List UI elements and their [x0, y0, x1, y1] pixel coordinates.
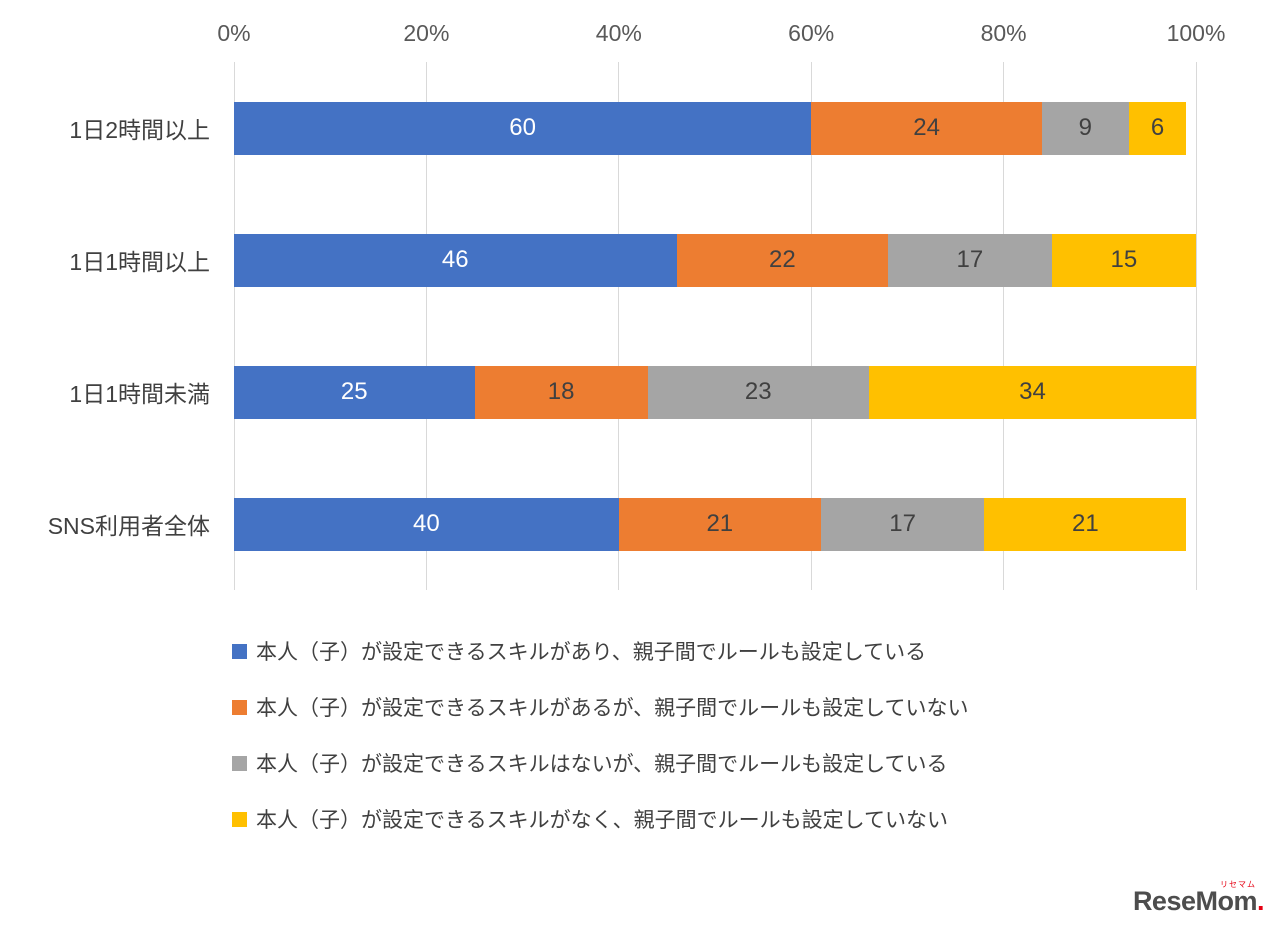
bar-value-label: 6 [1150, 114, 1165, 141]
x-tick-label: 60% [788, 20, 835, 46]
legend-swatch [232, 643, 247, 659]
logo-ruby-text: リセマム [1220, 880, 1256, 889]
category-label: 1日2時間以上 [69, 117, 210, 143]
bar-value-label: 23 [744, 378, 772, 405]
stacked-bar: 46 22 17 15 [234, 233, 1196, 287]
legend-label: 本人（子）が設定できるスキルがあるが、親子間でルールも設定していない [256, 697, 969, 720]
legend-item: 本人（子）が設定できるスキルはないが、親子間でルールも設定している [232, 748, 969, 778]
gridline [425, 62, 427, 590]
category-label: SNS利用者全体 [47, 513, 210, 539]
legend-swatch [232, 811, 247, 827]
bar-segment: 9 [1042, 101, 1129, 155]
legend-swatch [232, 755, 247, 771]
bar-value-label: 24 [913, 114, 940, 141]
bar-segment: 40 [234, 497, 619, 551]
legend-item: 本人（子）が設定できるスキルがなく、親子間でルールも設定していない [232, 804, 969, 834]
bar-value-label: 15 [1110, 246, 1138, 273]
bar-value-label: 46 [441, 246, 469, 273]
gridline [1003, 62, 1005, 590]
bar-value-label: 60 [509, 114, 536, 141]
bar-segment: 24 [811, 101, 1043, 155]
bar-segment: 25 [234, 365, 475, 419]
bar-value-label: 40 [413, 510, 440, 537]
bar-segment: 15 [1051, 233, 1196, 287]
logo-wordmark: ReseMom. [1132, 886, 1265, 916]
bar-value-label: 17 [889, 510, 916, 537]
bar-row: 40 21 17 21 [234, 458, 1196, 590]
gridlines [233, 62, 1197, 590]
gridline [618, 62, 620, 590]
legend-label: 本人（子）が設定できるスキルがなく、親子間でルールも設定していない [256, 809, 948, 832]
category-labels: 1日2時間以上 1日1時間以上 1日1時間未満 SNS利用者全体 [0, 62, 210, 590]
bar-rows: 60 24 9 6 46 22 17 15 25 18 23 34 40 21 17 21 [234, 62, 1196, 590]
bar-value-label: 21 [1072, 510, 1099, 537]
legend-swatch [232, 699, 247, 715]
x-tick-label: 40% [595, 20, 642, 46]
x-axis: 0% 20% 40% 60% 80% 100% [217, 20, 1225, 52]
resemom-logo: リセマム ReseMom. [1132, 879, 1265, 916]
bar-segment: 21 [984, 497, 1187, 551]
legend-item: 本人（子）が設定できるスキルがあり、親子間でルールも設定している [232, 636, 969, 666]
bar-value-label: 18 [547, 378, 575, 405]
x-tick-label: 20% [403, 20, 450, 46]
bar-value-label: 17 [956, 246, 984, 273]
bar-segment: 21 [618, 497, 821, 551]
legend: 本人（子）が設定できるスキルがあり、親子間でルールも設定している 本人（子）が設定… [232, 636, 969, 834]
x-tick-label: 100% [1166, 20, 1226, 46]
bar-segment: 6 [1128, 101, 1187, 155]
stacked-bar: 25 18 23 34 [234, 365, 1196, 419]
bar-segment: 46 [234, 233, 677, 287]
stacked-bar: 60 24 9 6 [234, 101, 1196, 155]
bar-row: 46 22 17 15 [234, 194, 1196, 326]
bar-value-label: 34 [1019, 378, 1046, 405]
x-tick-label: 80% [980, 20, 1027, 46]
bar-segment: 22 [676, 233, 889, 287]
bar-segment: 17 [888, 233, 1052, 287]
gridline [810, 62, 812, 590]
bar-segment: 60 [234, 101, 812, 155]
stacked-bar: 40 21 17 21 [234, 497, 1196, 551]
bar-segment: 23 [647, 365, 869, 419]
logo-text: ReseMom [1132, 886, 1258, 916]
bar-value-label: 22 [768, 246, 796, 273]
gridline [233, 62, 235, 590]
category-label: 1日1時間未満 [69, 381, 210, 407]
logo-dot: . [1256, 886, 1265, 916]
gridline [1195, 62, 1197, 590]
legend-label: 本人（子）が設定できるスキルがあり、親子間でルールも設定している [256, 641, 927, 664]
x-tick-label: 0% [217, 20, 251, 46]
bar-segment: 34 [868, 365, 1196, 419]
bar-value-label: 21 [706, 510, 734, 537]
bar-row: 60 24 9 6 [234, 62, 1196, 194]
legend-label: 本人（子）が設定できるスキルはないが、親子間でルールも設定している [256, 753, 948, 776]
bar-segment: 17 [820, 497, 985, 551]
plot-area: 60 24 9 6 46 22 17 15 25 18 23 34 40 21 17 21 [233, 62, 1197, 590]
legend-item: 本人（子）が設定できるスキルがあるが、親子間でルールも設定していない [232, 692, 969, 722]
bar-value-label: 9 [1078, 114, 1093, 141]
bar-row: 25 18 23 34 [234, 326, 1196, 458]
bar-value-label: 25 [340, 378, 368, 405]
bar-segment: 18 [474, 365, 648, 419]
category-label: 1日1時間以上 [69, 249, 210, 275]
